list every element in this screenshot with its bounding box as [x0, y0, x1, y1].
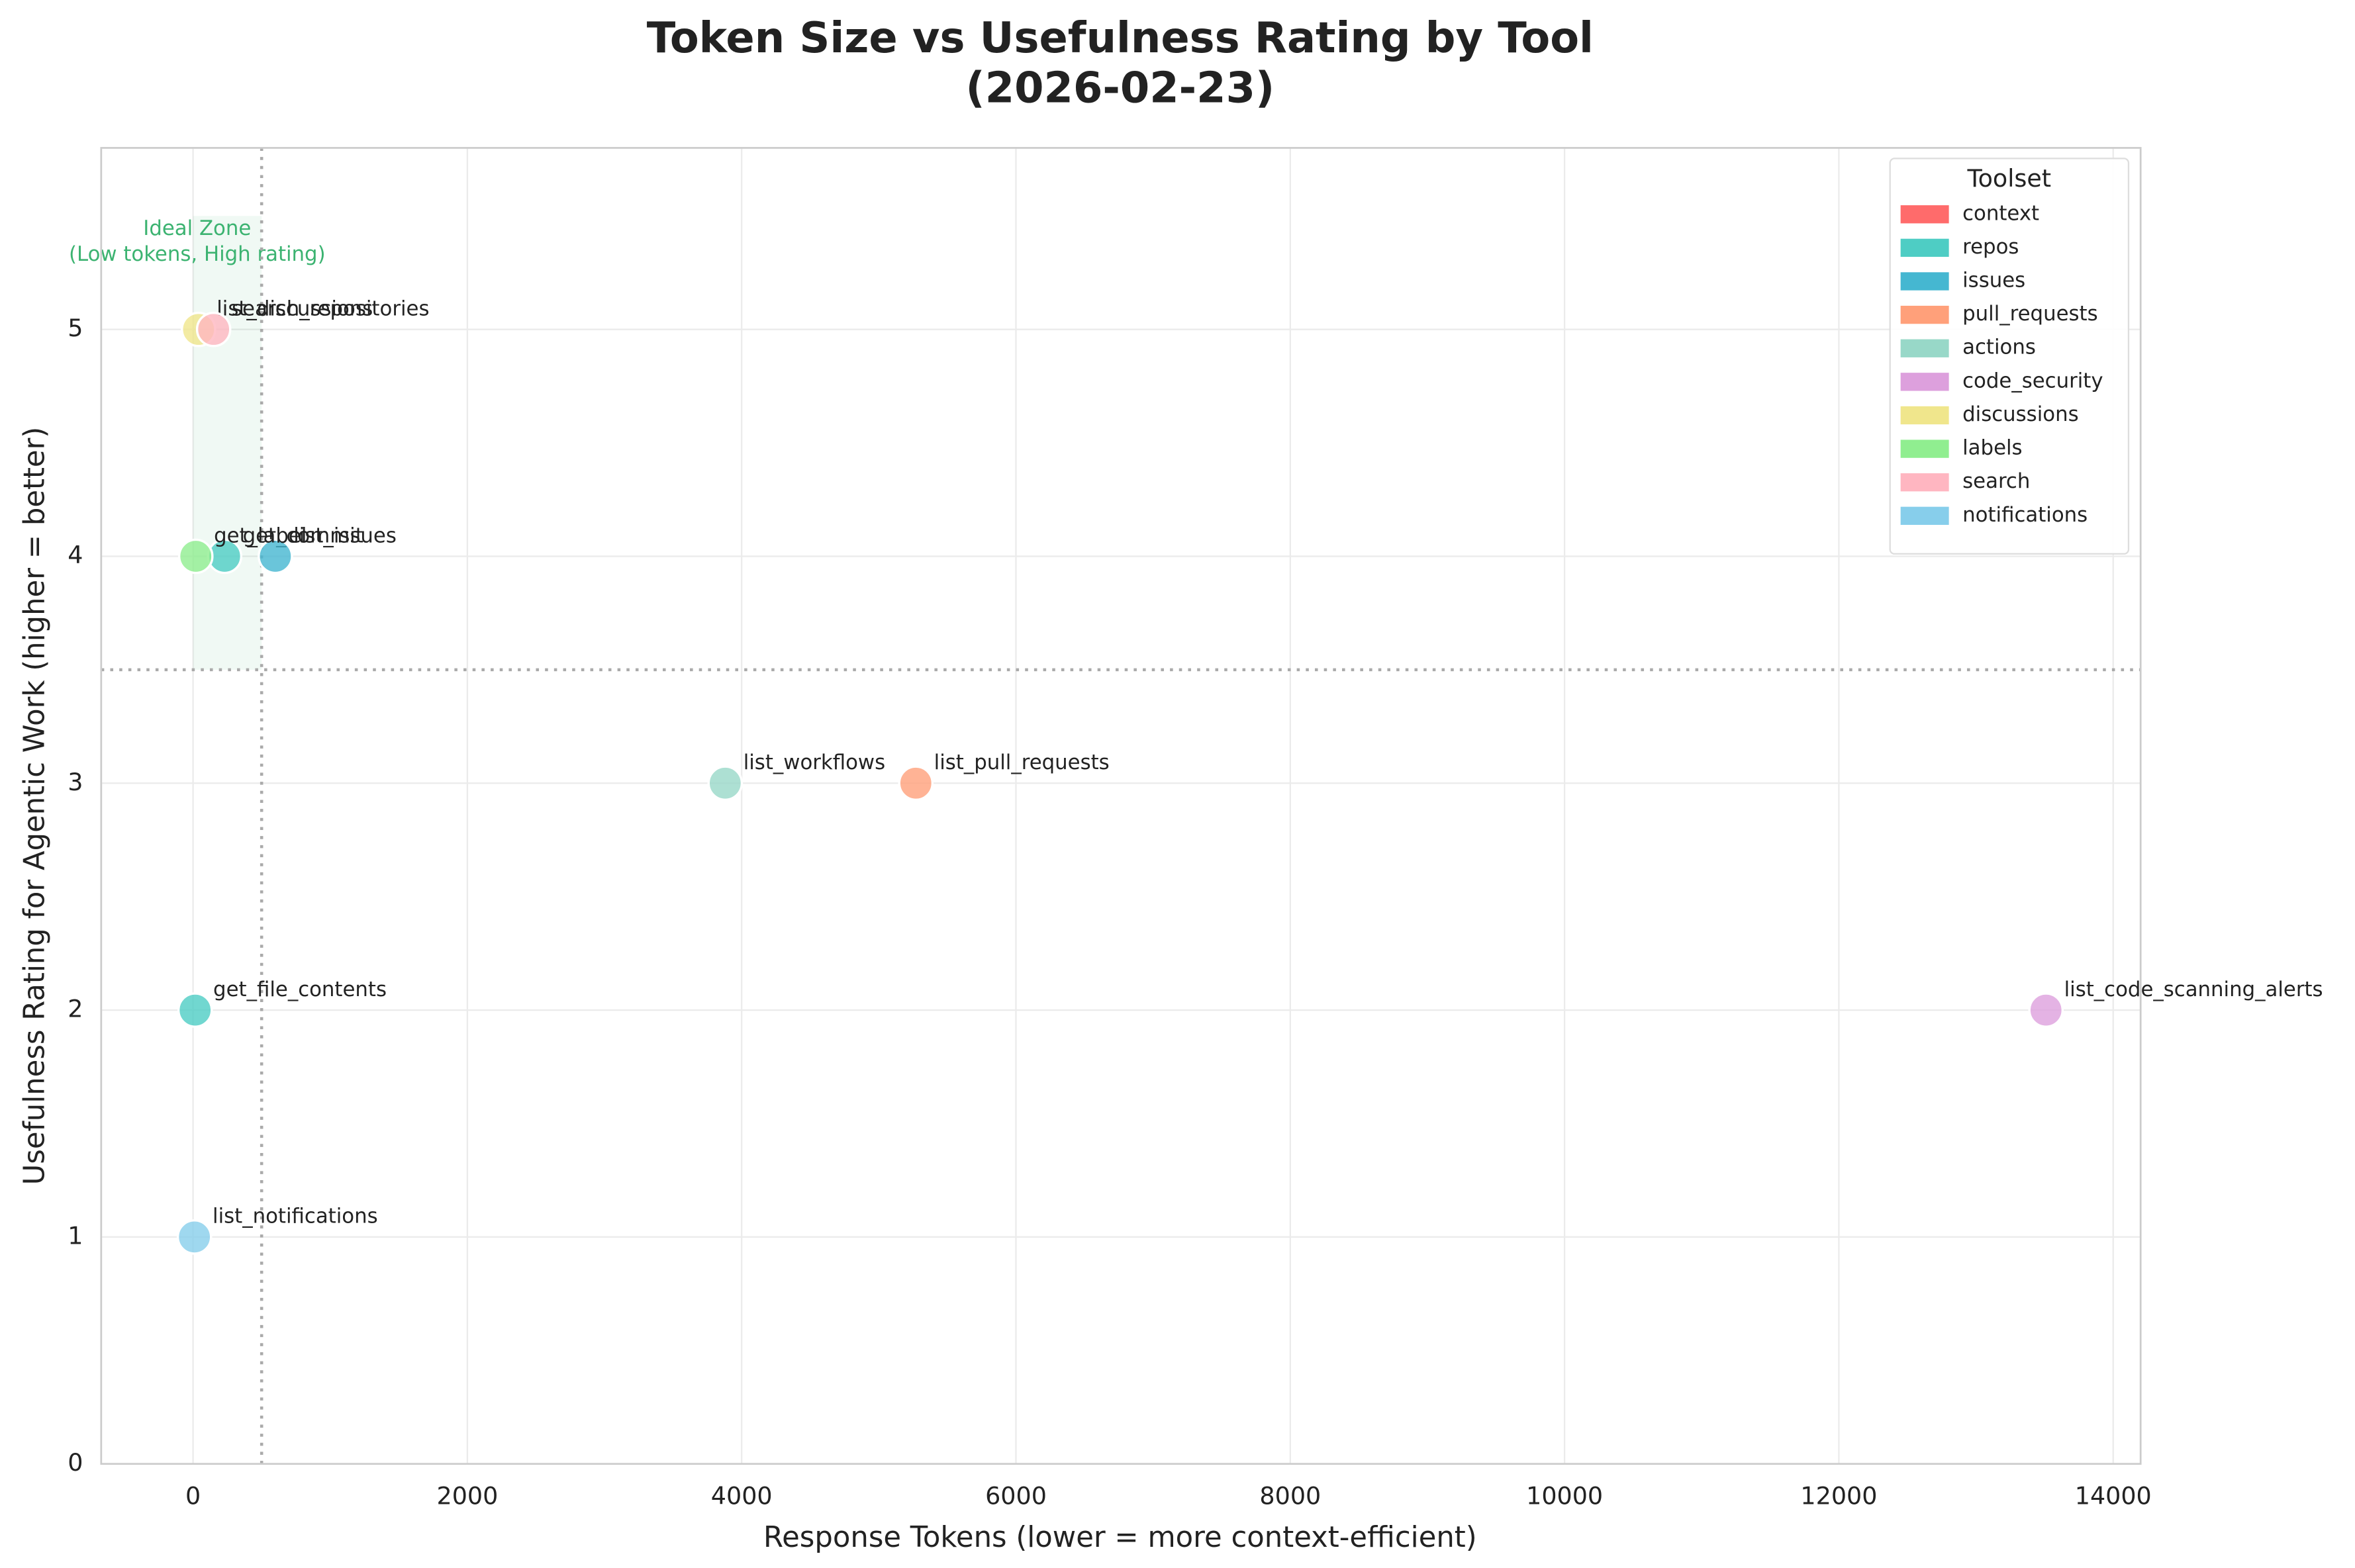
- point-label: list_discussions: [216, 297, 373, 321]
- point: [176, 1219, 213, 1255]
- y-tick-label: 1: [68, 1221, 83, 1250]
- point: [898, 765, 934, 802]
- y-tick-label: 4: [68, 541, 83, 569]
- y-tick-label: 5: [68, 314, 83, 342]
- point: [707, 765, 744, 802]
- x-tick-label: 12000: [1800, 1481, 1877, 1510]
- point-label: list_pull_requests: [934, 751, 1110, 774]
- x-tick-label: 14000: [2075, 1481, 2152, 1510]
- point-label: get_commit: [243, 524, 363, 547]
- point-label: get_label: [214, 524, 307, 547]
- point: [2028, 992, 2064, 1028]
- chart-title: Token Size vs Usefulness Rating by Tool: [647, 14, 1594, 63]
- legend-label: context: [1962, 201, 2039, 225]
- point-label: search_repositories: [232, 297, 429, 321]
- legend-swatch: [1900, 406, 1949, 425]
- point: [258, 538, 293, 575]
- legend-swatch: [1900, 439, 1949, 458]
- x-axis-label: Response Tokens (lower = more context-ef…: [763, 1521, 1477, 1554]
- legend-label: notifications: [1962, 503, 2088, 527]
- legend: Toolset context repos issues pull_requestsac…: [1889, 158, 2130, 555]
- point: [177, 538, 214, 575]
- ideal-zone: [193, 216, 262, 670]
- legend-label: labels: [1962, 436, 2022, 460]
- legend-label: repos: [1962, 235, 2019, 259]
- legend-label: pull_requests: [1962, 302, 2097, 326]
- point-label: get_file_contents: [213, 978, 387, 1001]
- point-label: list_workflows: [744, 751, 885, 774]
- legend-swatch: [1900, 473, 1949, 492]
- x-tick-label: 8000: [1259, 1481, 1321, 1510]
- y-tick-label: 3: [68, 768, 83, 796]
- x-tick-label: 6000: [985, 1481, 1047, 1510]
- ideal-zone-label: Ideal Zone: [143, 216, 251, 240]
- legend-label: code_security: [1962, 369, 2103, 392]
- chart-subtitle: (2026-02-23): [966, 64, 1275, 113]
- plot-frame: [100, 147, 2142, 1465]
- x-tick-label: 4000: [711, 1481, 773, 1510]
- x-tick-label: 2000: [437, 1481, 499, 1510]
- point: [177, 992, 213, 1028]
- legend-label: discussions: [1962, 402, 2078, 426]
- y-axis-label: Usefulness Rating for Agentic Work (high…: [18, 427, 51, 1185]
- legend-swatch: [1900, 238, 1949, 257]
- point-label: list_notifications: [213, 1205, 378, 1228]
- legend-label: search: [1962, 469, 2030, 493]
- legend-label: issues: [1962, 269, 2025, 293]
- legend-box: [1889, 158, 2130, 555]
- y-tick-label: 0: [68, 1448, 83, 1477]
- point-label: list_issues: [293, 524, 397, 547]
- legend-title: Toolset: [1967, 164, 2052, 193]
- point: [195, 311, 232, 347]
- y-tick-label: 2: [68, 995, 83, 1023]
- x-tick-label: 10000: [1526, 1481, 1603, 1510]
- legend-label: actions: [1962, 336, 2036, 359]
- legend-swatch: [1900, 272, 1949, 291]
- legend-swatch: [1900, 205, 1949, 224]
- legend-swatch: [1900, 506, 1949, 526]
- point-label: list_code_scanning_alerts: [2064, 978, 2323, 1001]
- legend-swatch: [1900, 339, 1949, 357]
- ideal-zone-label: (Low tokens, High rating): [69, 242, 326, 266]
- legend-swatch: [1900, 305, 1949, 324]
- x-tick-label: 0: [185, 1481, 201, 1510]
- legend-swatch: [1900, 373, 1949, 391]
